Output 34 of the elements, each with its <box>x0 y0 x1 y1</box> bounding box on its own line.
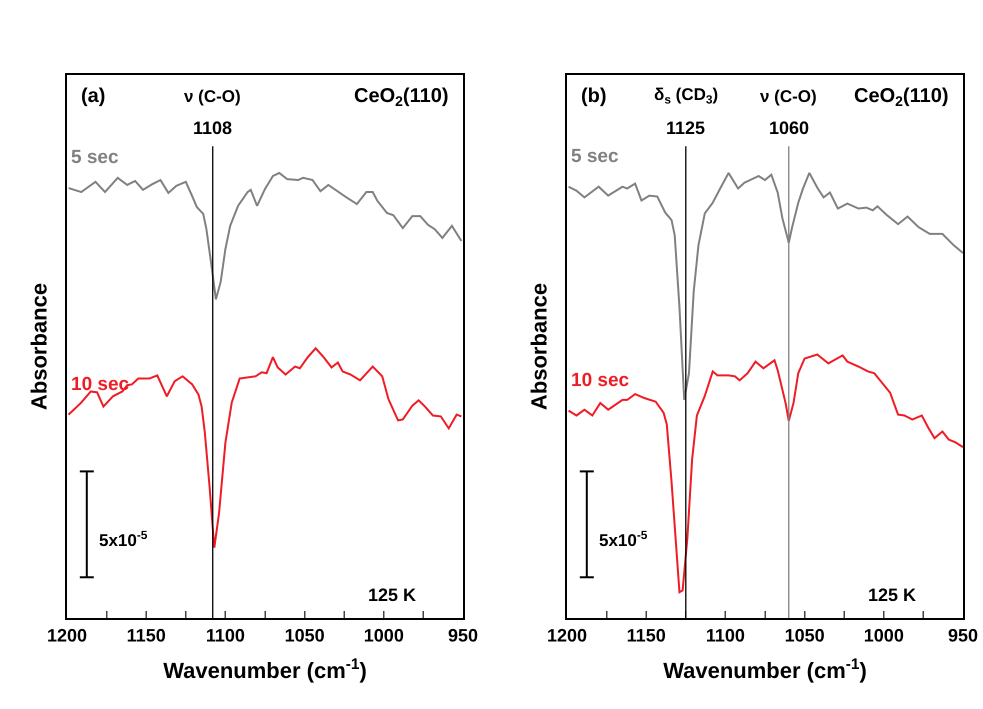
x-tick-label: 1200 <box>46 626 88 646</box>
x-tick-label: 950 <box>448 626 478 646</box>
annotation: 125 K <box>868 585 916 605</box>
x-tick-label: 1100 <box>206 626 245 646</box>
x-tick-label: 1200 <box>546 626 588 646</box>
ref-line-label: 1125 <box>666 118 706 138</box>
text: ν (C-O) <box>760 87 817 106</box>
text: CeO$_{2}$(110) <box>354 85 449 110</box>
annotation: 5x10$^{-5}$ <box>99 528 148 550</box>
series-label: 10 sec <box>71 374 130 395</box>
text: ν (C-O) <box>184 87 241 106</box>
x-tick-label: 950 <box>948 626 978 646</box>
series-label: 10 sec <box>571 370 630 391</box>
x-tick-label: 1150 <box>126 626 166 646</box>
text: (b) <box>581 85 607 107</box>
series-label: 5 sec <box>71 147 119 168</box>
text: (a) <box>81 85 106 107</box>
ref-line-label: 1060 <box>769 118 810 138</box>
x-tick-label: 1050 <box>284 626 325 646</box>
series-label: 5 sec <box>571 146 619 167</box>
x-tick-label: 1100 <box>706 626 745 646</box>
x-tick-label: 1000 <box>364 626 404 646</box>
x-axis-title: Wavenumber (cm$^{-1}$) <box>163 656 367 683</box>
y-axis-title: Absorbance <box>526 282 552 410</box>
annotation: 5x10$^{-5}$ <box>599 528 648 550</box>
x-tick-label: 1150 <box>626 626 666 646</box>
x-tick-label: 1000 <box>864 626 904 646</box>
x-axis-title: Wavenumber (cm$^{-1}$) <box>663 656 867 683</box>
text: δ$_{s}$ (CD$_{3}$) <box>654 85 718 107</box>
text: CeO$_{2}$(110) <box>854 85 949 110</box>
ref-line-label: 1108 <box>193 118 232 138</box>
x-tick-label: 1050 <box>784 626 825 646</box>
y-axis-title: Absorbance <box>26 282 52 410</box>
annotation: 125 K <box>368 585 416 605</box>
